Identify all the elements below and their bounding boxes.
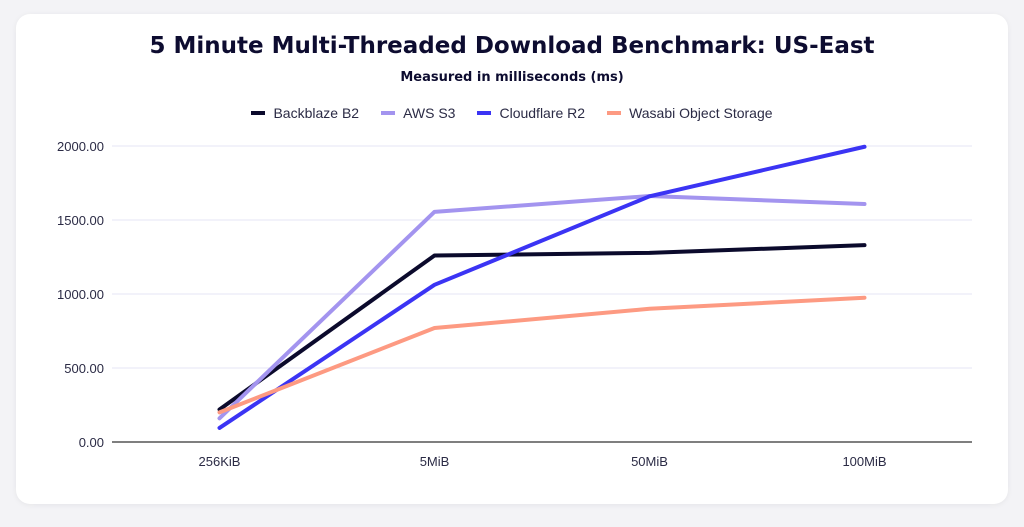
y-tick-label: 2000.00 — [57, 139, 104, 154]
y-tick-label: 1000.00 — [57, 287, 104, 302]
legend-swatch — [607, 111, 622, 115]
legend-label: Cloudflare R2 — [499, 105, 586, 121]
legend-item-cloudflare: Cloudflare R2 — [477, 105, 585, 121]
legend-label: AWS S3 — [403, 105, 456, 121]
legend-swatch — [477, 111, 492, 115]
legend-swatch — [381, 111, 396, 115]
y-tick-label: 1500.00 — [57, 213, 104, 228]
chart-card — [16, 14, 1008, 504]
legend: Backblaze B2 AWS S3 Cloudflare R2 Wasabi… — [0, 105, 1024, 121]
x-tick-label: 100MiB — [842, 454, 886, 469]
series-line-cloudflare-r2 — [217, 144, 867, 430]
legend-label: Backblaze B2 — [273, 105, 360, 121]
x-tick-label: 50MiB — [631, 454, 668, 469]
y-tick-label: 0.00 — [79, 435, 104, 450]
x-tick-label: 256KiB — [199, 454, 241, 469]
legend-item-backblaze: Backblaze B2 — [251, 105, 359, 121]
chart-title: 5 Minute Multi-Threaded Download Benchma… — [149, 33, 875, 59]
x-tick-label: 5MiB — [420, 454, 450, 469]
legend-item-wasabi: Wasabi Object Storage — [607, 105, 773, 121]
chart-subtitle: Measured in milliseconds (ms) — [400, 70, 624, 85]
legend-swatch — [251, 111, 266, 115]
legend-item-aws: AWS S3 — [381, 105, 455, 121]
y-tick-label: 500.00 — [64, 361, 104, 376]
series-line-aws-s3 — [217, 194, 867, 421]
legend-label: Wasabi Object Storage — [629, 105, 773, 121]
series-line-wasabi-object-storage — [217, 295, 867, 415]
series-line-backblaze-b2 — [217, 243, 867, 412]
